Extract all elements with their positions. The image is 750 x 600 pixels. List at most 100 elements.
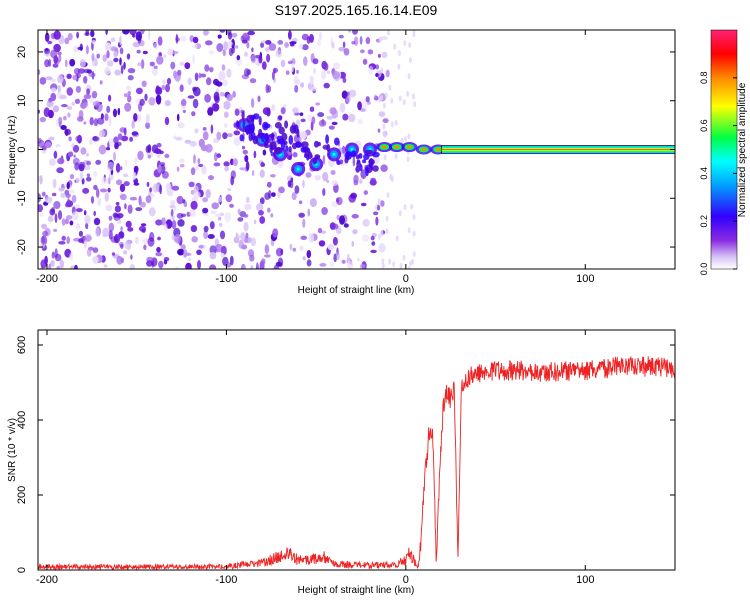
snr-ylabel: SNR (10 * v/v) [7, 418, 18, 482]
noise-cell [120, 64, 124, 75]
noise-cell [111, 252, 116, 256]
noise-cell [267, 207, 271, 213]
noise-cell [50, 87, 57, 93]
noise-cell [400, 137, 404, 144]
noise-cell [370, 235, 375, 241]
noise-cell [163, 53, 167, 59]
noise-cell [86, 173, 90, 177]
noise-cell [275, 261, 283, 267]
noise-cell [327, 243, 334, 251]
noise-cell [176, 113, 180, 122]
noise-cell [144, 93, 148, 102]
noise-cell [339, 103, 346, 113]
noise-cell [177, 219, 185, 227]
noise-cell [298, 212, 306, 218]
noise-cell [179, 158, 185, 163]
streak-cell [296, 128, 300, 138]
noise-cell [310, 86, 318, 91]
noise-cell [152, 183, 160, 193]
noise-cell [409, 260, 413, 267]
colorbar-tick-label: 0.2 [699, 215, 709, 228]
noise-cell [261, 40, 267, 44]
noise-cell [303, 56, 308, 66]
noise-cell [375, 216, 379, 226]
streak-cell [345, 152, 350, 161]
streak-cell [274, 146, 283, 155]
noise-cell [266, 53, 271, 63]
noise-cell [381, 51, 388, 59]
noise-cell [362, 234, 370, 242]
noise-cell [53, 228, 58, 232]
noise-cell [359, 263, 366, 269]
noise-cell [216, 131, 222, 141]
noise-cell [108, 94, 112, 102]
noise-cell [271, 192, 276, 198]
noise-cell [156, 142, 162, 148]
noise-cell [301, 44, 309, 51]
noise-cell [320, 230, 327, 234]
noise-cell [180, 35, 187, 42]
noise-cell [149, 231, 155, 242]
noise-cell [232, 158, 238, 167]
noise-cell [370, 249, 377, 254]
noise-cell [347, 260, 354, 269]
spectrogram-xlabel: Height of straight line (km) [298, 285, 415, 296]
noise-cell [72, 74, 78, 81]
streak-cell [372, 165, 379, 172]
noise-cell [89, 117, 94, 126]
noise-cell [112, 108, 118, 118]
noise-cell [289, 243, 293, 251]
noise-cell [120, 193, 127, 201]
colorbar-tick-label: 0.4 [699, 167, 709, 180]
noise-cell [92, 256, 99, 264]
noise-cell [410, 203, 414, 210]
noise-cell [271, 104, 276, 112]
noise-cell [189, 209, 196, 217]
noise-cell [129, 264, 135, 269]
spectrogram-features [236, 111, 675, 177]
noise-cell [127, 68, 136, 74]
noise-cell [193, 191, 201, 199]
streak-cell [269, 141, 277, 151]
noise-cell [208, 50, 215, 55]
streak-cell [372, 151, 380, 158]
noise-cell [58, 187, 65, 192]
noise-cell [194, 166, 199, 171]
noise-cell [198, 163, 204, 168]
noise-cell [378, 243, 386, 253]
noise-cell [357, 257, 360, 262]
noise-cell [68, 136, 72, 142]
noise-cell [175, 33, 179, 44]
noise-cell [294, 85, 299, 93]
noise-cell [190, 200, 198, 210]
noise-cell [71, 211, 79, 221]
noise-cell [352, 156, 356, 167]
noise-cell [403, 204, 407, 210]
noise-cell [188, 257, 192, 262]
noise-cell [161, 217, 166, 226]
noise-cell [378, 233, 381, 240]
noise-cell [143, 244, 147, 251]
streak-cell [239, 134, 244, 142]
noise-cell [256, 202, 264, 212]
noise-cell [80, 147, 87, 155]
noise-cell [191, 111, 196, 117]
noise-cell [164, 153, 170, 159]
noise-cell [187, 95, 195, 99]
noise-cell [60, 192, 66, 199]
noise-cell [98, 144, 107, 155]
noise-cell [375, 64, 380, 70]
noise-cell [124, 102, 132, 112]
noise-cell [90, 196, 95, 204]
noise-cell [93, 118, 98, 127]
noise-cell [176, 195, 184, 205]
noise-cell [397, 63, 401, 70]
noise-cell [309, 33, 314, 43]
noise-cell [224, 123, 228, 128]
noise-cell [122, 30, 130, 35]
noise-cell [312, 58, 319, 65]
noise-cell [145, 113, 150, 124]
colorbar-tick-label: 0.0 [699, 263, 709, 276]
noise-cell [292, 152, 298, 158]
